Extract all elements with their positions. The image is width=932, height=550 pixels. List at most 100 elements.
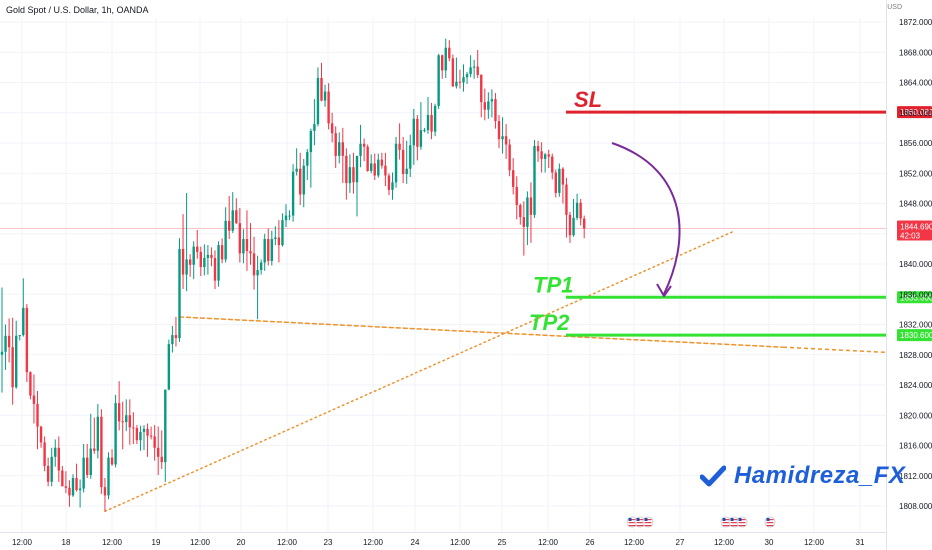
candle-body bbox=[228, 220, 231, 231]
flag-stripe bbox=[730, 522, 738, 524]
candle-body bbox=[579, 202, 582, 219]
checkmark-icon bbox=[700, 465, 726, 487]
candle bbox=[338, 132, 341, 164]
candle bbox=[132, 412, 135, 444]
candle bbox=[494, 93, 497, 129]
candle-body bbox=[114, 403, 117, 465]
grid bbox=[0, 0, 887, 550]
candle-body bbox=[270, 239, 273, 261]
candle bbox=[547, 149, 550, 168]
candle bbox=[125, 399, 128, 432]
candle bbox=[203, 244, 206, 276]
candle-body bbox=[128, 415, 131, 428]
time-tick-label: 12:00 bbox=[538, 538, 559, 547]
candle bbox=[423, 127, 426, 133]
candle-body bbox=[465, 74, 469, 78]
candle bbox=[36, 391, 39, 450]
candle-body bbox=[472, 66, 476, 68]
candle bbox=[277, 220, 281, 263]
candle-body bbox=[299, 168, 302, 195]
price-tick-label: 1840.000 bbox=[899, 260, 932, 269]
candle-body bbox=[39, 426, 43, 443]
candle-body bbox=[142, 428, 146, 432]
candle bbox=[103, 478, 107, 512]
price-tick-label: 1856.000 bbox=[899, 139, 932, 148]
candle-body bbox=[288, 215, 291, 217]
price-tag-sl bbox=[897, 106, 932, 119]
candle bbox=[455, 57, 458, 89]
time-tick-label: 20 bbox=[237, 538, 246, 547]
candle-body bbox=[302, 165, 305, 195]
candle bbox=[323, 84, 327, 107]
candle-body bbox=[313, 124, 316, 131]
flag-stripe bbox=[722, 522, 730, 524]
candle-body bbox=[444, 47, 447, 71]
candle bbox=[281, 213, 284, 247]
flag-canton bbox=[738, 518, 742, 521]
candle bbox=[444, 38, 447, 78]
candle bbox=[171, 326, 174, 353]
candle bbox=[469, 55, 472, 78]
candle bbox=[25, 304, 29, 382]
time-tick-label: 12:00 bbox=[102, 538, 123, 547]
candle bbox=[238, 208, 242, 263]
candle-body bbox=[181, 248, 185, 275]
candle-body bbox=[61, 470, 64, 487]
candle bbox=[373, 153, 376, 181]
candle-body bbox=[68, 487, 71, 496]
time-tick-label: 12:00 bbox=[277, 538, 298, 547]
candle-body bbox=[487, 101, 490, 110]
candle-body bbox=[18, 335, 21, 337]
flag-canton bbox=[722, 518, 726, 521]
candle-body bbox=[160, 456, 163, 463]
flag-stripe bbox=[722, 519, 730, 521]
candle-body bbox=[245, 239, 249, 252]
level-label-tp1: TP1 bbox=[533, 272, 573, 297]
candle-body bbox=[526, 197, 529, 227]
candle bbox=[4, 324, 7, 370]
candle-body bbox=[210, 254, 213, 258]
candle-body bbox=[355, 155, 359, 183]
trendlines bbox=[0, 228, 887, 513]
candle bbox=[572, 198, 575, 237]
candle bbox=[462, 64, 465, 92]
candle-body bbox=[394, 143, 398, 183]
candle-body bbox=[89, 448, 92, 475]
price-tick-label: 1820.000 bbox=[899, 411, 932, 420]
candle bbox=[196, 229, 199, 259]
time-tick-label: 27 bbox=[676, 538, 685, 547]
candle bbox=[366, 144, 369, 172]
candle bbox=[543, 152, 547, 173]
candle-body bbox=[338, 142, 341, 156]
flag-stripe bbox=[644, 522, 652, 524]
candle-body bbox=[164, 389, 167, 463]
candle-body bbox=[480, 74, 483, 103]
level-label-tp2: TP2 bbox=[529, 310, 570, 335]
candle bbox=[217, 241, 220, 287]
candle bbox=[57, 436, 60, 482]
candle-body bbox=[256, 270, 259, 276]
time-tick-label: 12:00 bbox=[804, 538, 825, 547]
candle bbox=[288, 210, 291, 221]
candle-body bbox=[110, 457, 114, 465]
candle-body bbox=[469, 67, 472, 75]
candles bbox=[0, 38, 586, 512]
flag-stripe bbox=[628, 525, 636, 527]
candle bbox=[561, 167, 565, 204]
candle bbox=[139, 425, 142, 451]
candle-body bbox=[309, 130, 313, 153]
candle bbox=[330, 112, 334, 143]
candle-body bbox=[341, 142, 344, 156]
candle bbox=[476, 49, 479, 78]
candle-body bbox=[334, 133, 337, 156]
event-icons bbox=[626, 516, 776, 528]
candle bbox=[529, 182, 533, 243]
candle bbox=[384, 152, 387, 187]
candle bbox=[412, 108, 415, 165]
price-tick-label: 1848.000 bbox=[899, 200, 932, 209]
candle-body bbox=[29, 372, 32, 396]
candle-body bbox=[15, 335, 18, 388]
candle-body bbox=[46, 465, 50, 482]
candle-body bbox=[515, 186, 518, 206]
